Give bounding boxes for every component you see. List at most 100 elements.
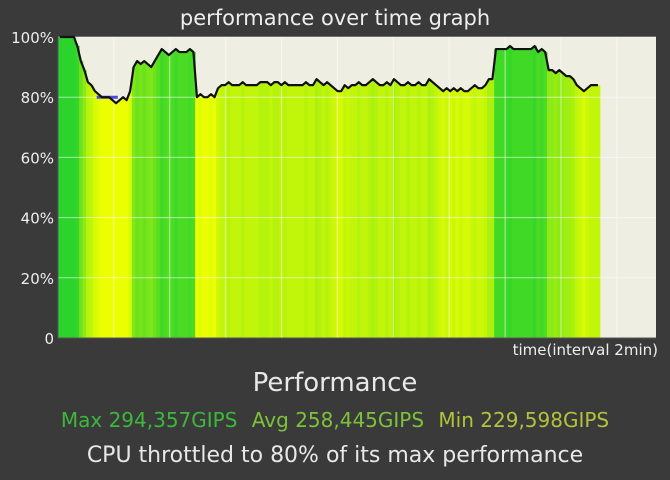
area-column — [233, 85, 238, 338]
area-column — [409, 85, 414, 338]
area-column — [65, 37, 70, 338]
area-column — [571, 79, 576, 338]
area-column — [269, 85, 274, 338]
area-column — [251, 85, 256, 338]
stats-row: Max 294,357GIPS Avg 258,445GIPS Min 229,… — [0, 408, 670, 432]
area-column — [135, 61, 140, 338]
area-column — [378, 85, 383, 338]
area-column — [515, 49, 520, 338]
area-column — [487, 79, 492, 338]
area-column — [307, 85, 312, 338]
area-column — [114, 103, 119, 338]
area-column — [117, 100, 122, 339]
area-column — [543, 52, 548, 339]
throttle-note: CPU throttled to 80% of its max performa… — [86, 443, 584, 468]
performance-line — [59, 35, 598, 105]
area-column — [575, 85, 580, 338]
area-column — [93, 91, 98, 339]
area-column — [272, 82, 277, 339]
area-column — [490, 79, 495, 338]
area-column — [550, 70, 555, 339]
area-column — [297, 85, 302, 338]
area-column — [286, 85, 291, 338]
area-column — [145, 64, 151, 338]
area-column — [360, 85, 365, 338]
area-column — [156, 55, 161, 339]
max-stat: Max 294,357GIPS — [60, 408, 238, 432]
area-column — [262, 82, 267, 339]
area-column — [58, 37, 63, 338]
area-column — [462, 91, 467, 339]
area-column — [539, 49, 545, 338]
area-column — [209, 94, 214, 338]
area-column — [459, 88, 464, 338]
area-column — [300, 85, 305, 338]
area-column — [395, 82, 400, 339]
area-column — [170, 52, 175, 339]
area-column — [346, 88, 351, 338]
area-column — [522, 49, 527, 338]
area-column — [564, 76, 569, 338]
area-column — [216, 88, 221, 338]
area-column — [568, 76, 573, 338]
area-column — [89, 85, 94, 338]
area-column — [553, 73, 559, 339]
area-column — [381, 85, 386, 338]
area-column — [160, 49, 165, 338]
area-column — [138, 64, 144, 338]
area-column — [342, 85, 348, 338]
area-column — [497, 49, 502, 338]
area-column — [444, 88, 450, 338]
area-column — [427, 79, 432, 338]
area-column — [353, 85, 358, 338]
area-column — [399, 85, 404, 338]
area-column — [349, 85, 355, 338]
area-column — [339, 91, 344, 339]
area-column — [167, 55, 172, 339]
min-stat: Min 229,598GIPS — [438, 408, 610, 432]
area-column — [247, 85, 253, 338]
area-column — [72, 37, 77, 338]
area-column — [318, 82, 323, 339]
area-column — [423, 85, 428, 338]
area-column — [578, 88, 583, 338]
area-column — [142, 61, 147, 338]
area-column — [311, 85, 316, 338]
area-column — [532, 46, 537, 338]
area-column — [367, 82, 372, 339]
area-column — [385, 82, 390, 339]
area-column — [124, 100, 129, 339]
y-tick-label: 60% — [21, 149, 54, 167]
area-column — [177, 52, 182, 339]
area-column — [240, 82, 246, 339]
area-column — [504, 49, 509, 338]
area-column — [582, 91, 587, 339]
area-column — [392, 79, 397, 338]
area-column — [451, 88, 457, 338]
y-tick-label: 100% — [11, 29, 54, 47]
area-column — [501, 49, 506, 338]
area-column — [420, 85, 425, 338]
area-column — [437, 88, 443, 338]
area-column — [557, 70, 562, 339]
area-column — [86, 82, 91, 339]
y-tick-label: 0 — [44, 330, 54, 348]
area-column — [466, 91, 471, 339]
area-column — [357, 82, 362, 339]
area-column — [325, 82, 330, 339]
area-column — [149, 67, 154, 338]
area-column — [364, 85, 369, 338]
area-column — [455, 91, 460, 339]
area-column — [321, 85, 326, 338]
area-column — [525, 49, 530, 338]
area-column — [511, 49, 516, 338]
area-column — [561, 73, 566, 339]
area-column — [276, 82, 281, 339]
area-column — [237, 85, 242, 338]
area-column — [332, 88, 337, 338]
area-column — [283, 82, 288, 339]
area-column — [585, 88, 590, 338]
area-column — [430, 82, 435, 339]
area-column — [75, 46, 80, 338]
